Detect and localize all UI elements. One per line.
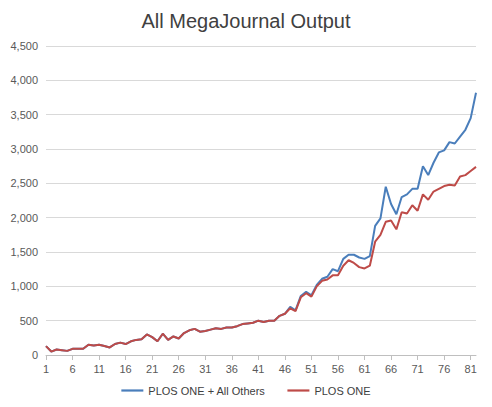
svg-text:4,500: 4,500 <box>10 40 38 52</box>
svg-text:26: 26 <box>173 363 185 375</box>
svg-text:66: 66 <box>385 363 397 375</box>
svg-text:6: 6 <box>69 363 75 375</box>
svg-text:46: 46 <box>279 363 291 375</box>
svg-text:61: 61 <box>358 363 370 375</box>
svg-text:All MegaJournal Output: All MegaJournal Output <box>141 10 350 32</box>
svg-text:1: 1 <box>43 363 49 375</box>
svg-text:31: 31 <box>199 363 211 375</box>
svg-text:41: 41 <box>252 363 264 375</box>
svg-text:36: 36 <box>226 363 238 375</box>
svg-text:76: 76 <box>438 363 450 375</box>
svg-text:2,500: 2,500 <box>10 177 38 189</box>
svg-text:56: 56 <box>332 363 344 375</box>
svg-text:500: 500 <box>20 315 38 327</box>
svg-text:71: 71 <box>411 363 423 375</box>
svg-text:3,500: 3,500 <box>10 109 38 121</box>
svg-text:0: 0 <box>32 349 38 361</box>
svg-text:PLOS ONE + All Others: PLOS ONE + All Others <box>148 385 265 397</box>
svg-text:51: 51 <box>305 363 317 375</box>
svg-text:81: 81 <box>465 363 477 375</box>
svg-text:4,000: 4,000 <box>10 74 38 86</box>
svg-text:3,000: 3,000 <box>10 143 38 155</box>
svg-text:16: 16 <box>120 363 132 375</box>
svg-text:11: 11 <box>93 363 104 375</box>
svg-text:1,000: 1,000 <box>10 280 38 292</box>
svg-text:PLOS ONE: PLOS ONE <box>314 385 370 397</box>
svg-text:1,500: 1,500 <box>10 246 38 258</box>
svg-text:2,000: 2,000 <box>10 212 38 224</box>
svg-text:21: 21 <box>146 363 158 375</box>
